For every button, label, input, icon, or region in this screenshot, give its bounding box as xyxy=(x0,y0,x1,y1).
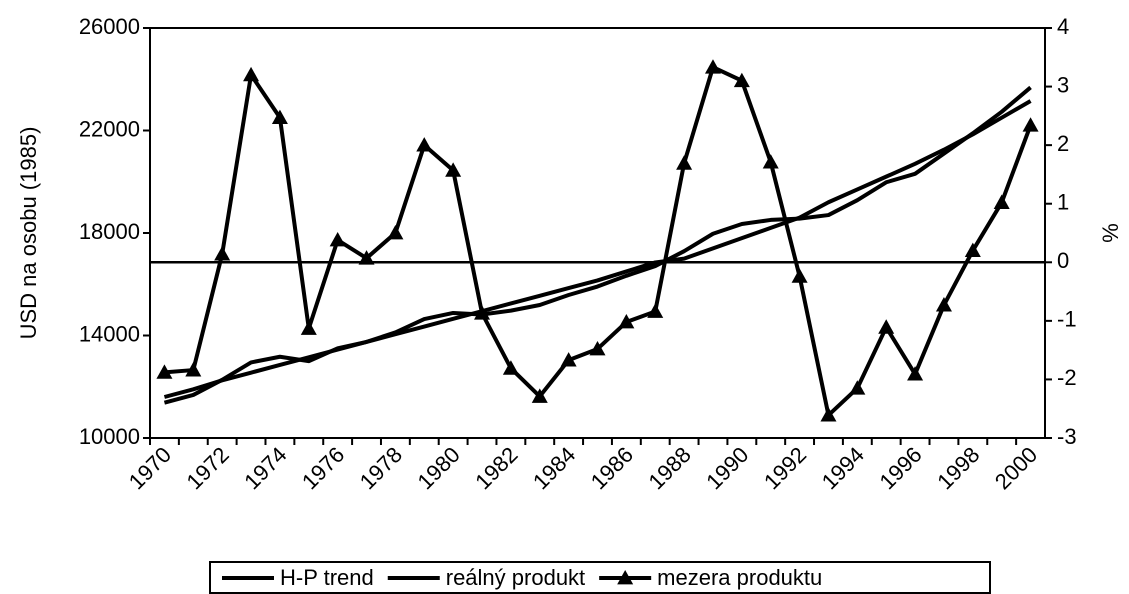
marker xyxy=(445,162,462,177)
marker xyxy=(474,305,491,320)
marker xyxy=(849,380,866,395)
marker xyxy=(733,72,750,88)
series-line xyxy=(163,99,1032,399)
marker xyxy=(878,319,895,334)
x-tick-label: 1992 xyxy=(759,442,811,494)
y2-tick-label: -1 xyxy=(1057,307,1077,332)
y-tick-label: 14000 xyxy=(79,321,140,346)
marker xyxy=(964,242,981,257)
y2-tick-label: 2 xyxy=(1057,131,1069,156)
marker xyxy=(762,154,779,169)
x-tick-label: 2000 xyxy=(990,442,1042,494)
marker xyxy=(589,340,606,356)
marker xyxy=(387,225,404,240)
marker xyxy=(329,232,346,247)
y2-tick-label: 0 xyxy=(1057,248,1069,273)
y-tick-label: 26000 xyxy=(79,14,140,39)
x-tick-label: 1988 xyxy=(643,442,695,494)
marker xyxy=(156,364,173,379)
marker xyxy=(907,366,924,381)
marker xyxy=(935,297,952,312)
marker xyxy=(502,360,519,375)
marker xyxy=(1022,117,1039,132)
x-tick-label: 1976 xyxy=(297,442,349,494)
x-tick-label: 1972 xyxy=(182,442,234,494)
y2-tick-label: 4 xyxy=(1057,14,1069,39)
marker xyxy=(647,303,664,318)
marker xyxy=(560,352,577,367)
y-tick-label: 18000 xyxy=(79,219,140,244)
y2-tick-label: 1 xyxy=(1057,190,1069,215)
marker xyxy=(676,155,693,170)
marker xyxy=(416,137,433,152)
x-tick-label: 1994 xyxy=(817,442,869,494)
x-tick-label: 1996 xyxy=(874,442,926,494)
marker xyxy=(993,194,1010,209)
x-tick-label: 1990 xyxy=(701,442,753,494)
marker xyxy=(271,109,288,125)
marker xyxy=(185,362,202,377)
y-tick-label: 22000 xyxy=(79,116,140,141)
y-tick-label: 10000 xyxy=(79,424,140,449)
x-tick-label: 1970 xyxy=(124,442,176,494)
legend-marker xyxy=(617,570,634,585)
marker xyxy=(300,320,317,335)
y-axis-label: USD na osobu (1985) xyxy=(16,127,41,340)
x-tick-label: 1982 xyxy=(470,442,522,494)
legend-label: mezera produktu xyxy=(657,565,822,590)
x-tick-label: 1978 xyxy=(355,442,407,494)
marker xyxy=(243,66,260,82)
y2-tick-label: -2 xyxy=(1057,365,1077,390)
x-tick-label: 1986 xyxy=(586,442,638,494)
y2-axis-label: % xyxy=(1098,223,1123,243)
marker xyxy=(791,268,808,283)
marker xyxy=(214,246,231,261)
marker xyxy=(820,407,837,422)
y2-tick-label: 3 xyxy=(1057,72,1069,97)
marker xyxy=(358,250,375,265)
legend-label: reálný produkt xyxy=(446,565,585,590)
legend: H-P trend reálný produkt mezera produktu xyxy=(209,561,991,594)
x-tick-label: 1980 xyxy=(412,442,464,494)
legend-label: H-P trend xyxy=(280,565,374,590)
x-tick-label: 1984 xyxy=(528,442,580,494)
series-line xyxy=(163,85,1032,405)
y2-tick-label: -3 xyxy=(1057,424,1077,449)
marker xyxy=(618,314,635,329)
marker xyxy=(704,59,721,74)
x-tick-label: 1998 xyxy=(932,442,984,494)
x-tick-label: 1974 xyxy=(239,442,291,494)
marker xyxy=(531,388,548,403)
